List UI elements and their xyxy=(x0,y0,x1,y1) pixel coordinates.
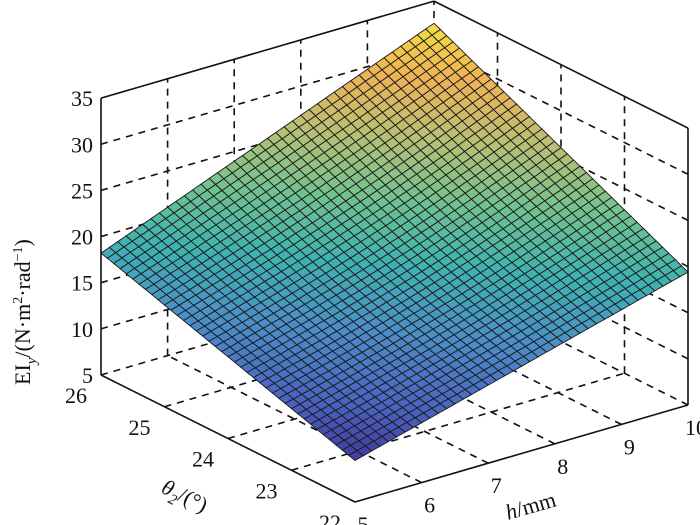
theta-tick-label: 23 xyxy=(256,478,278,503)
h-tick-label: 9 xyxy=(624,434,635,459)
h-tick-label: 8 xyxy=(557,454,568,479)
theta-tick-label: 25 xyxy=(129,415,151,440)
theta-tick-label: 26 xyxy=(65,383,87,408)
theta-tick-label: 22 xyxy=(319,510,341,525)
h-tick-label: 10 xyxy=(685,415,700,440)
h-tick-label: 6 xyxy=(424,493,435,518)
z-tick-label: 5 xyxy=(82,363,93,388)
box-edge xyxy=(433,0,689,129)
z-axis-label: EIy/(N·m2·rad−1) xyxy=(10,239,40,385)
z-tick-label: 35 xyxy=(71,86,93,111)
h-axis-line xyxy=(354,404,689,503)
theta-tick-label: 24 xyxy=(192,447,214,472)
z-tick-label: 10 xyxy=(71,317,93,342)
theta-axis-label: θ2/(°) xyxy=(156,474,212,522)
h-tick-label: 5 xyxy=(358,512,369,525)
theta-axis-line xyxy=(100,374,356,503)
z-tick-label: 20 xyxy=(71,225,93,250)
surface-mesh xyxy=(100,22,689,462)
surface-cell xyxy=(347,450,365,462)
grid-line xyxy=(167,354,422,484)
z-tick-label: 30 xyxy=(71,132,93,157)
z-tick-label: 15 xyxy=(71,271,93,296)
box-edge xyxy=(100,0,435,99)
tick-labels: 510152025303522232425265678910 xyxy=(65,86,700,525)
z-tick-label: 25 xyxy=(71,178,93,203)
axes-box xyxy=(100,0,689,503)
h-tick-label: 7 xyxy=(491,473,502,498)
h-axis-label: h/mm xyxy=(502,487,558,525)
